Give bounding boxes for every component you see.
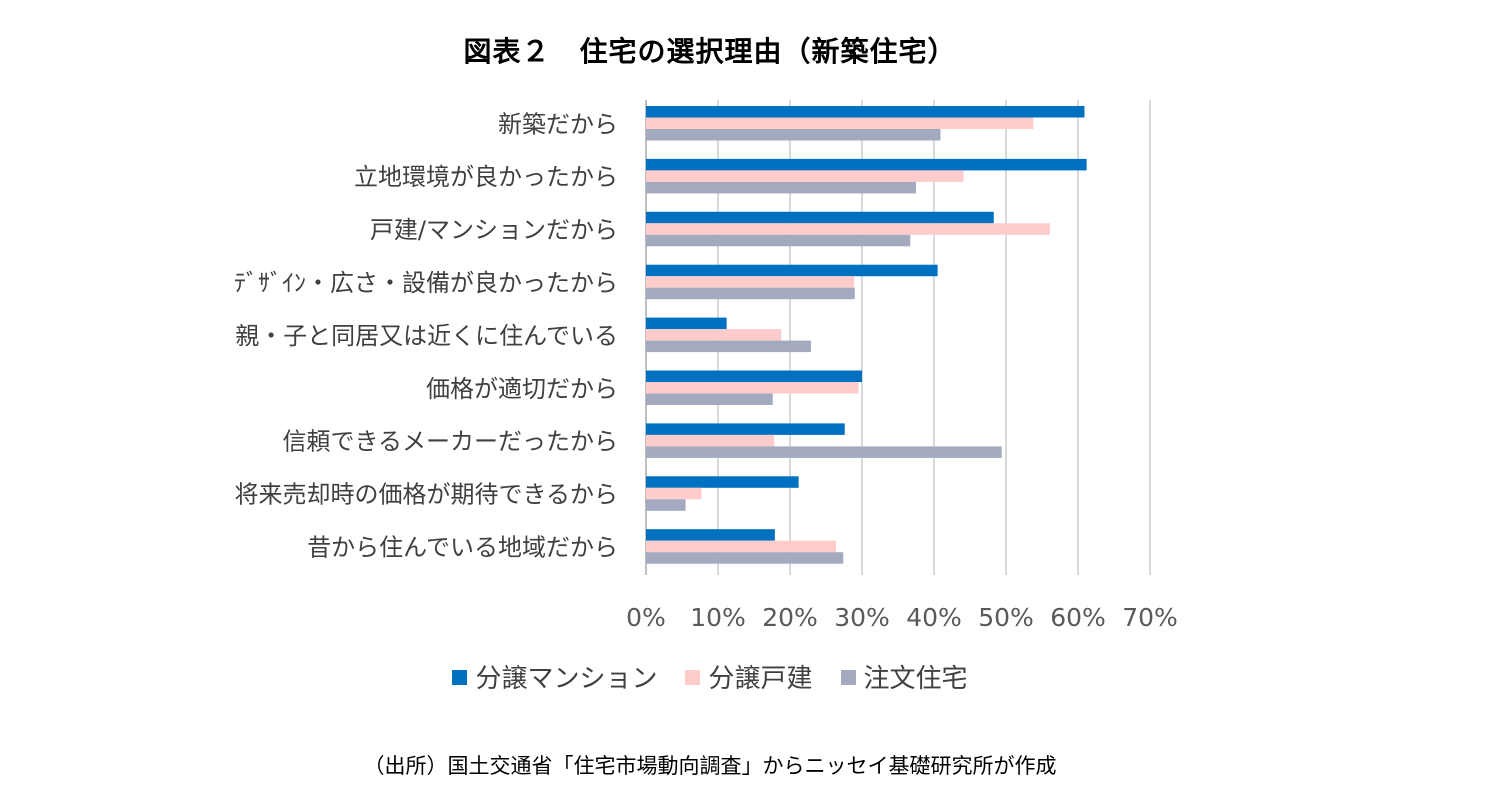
legend-item: 分譲マンション	[452, 658, 657, 695]
category-label: 戸建/マンションだから	[370, 216, 618, 244]
bar	[646, 393, 773, 405]
bar	[646, 106, 1085, 118]
bar	[646, 552, 844, 564]
bar	[646, 446, 1002, 458]
bar	[646, 276, 855, 288]
legend-swatch	[452, 670, 468, 685]
legend-item: 分譲戸建	[685, 658, 813, 695]
category-label: 昔から住んでいる地域だから	[307, 533, 618, 561]
bar	[646, 181, 916, 194]
bar	[646, 317, 727, 330]
legend-label: 分譲戸建	[708, 664, 813, 694]
x-tick-label: 10%	[690, 603, 746, 632]
bar	[646, 117, 1034, 129]
bar	[646, 370, 862, 382]
x-tick-label: 20%	[762, 603, 818, 632]
x-tick-label: 50%	[978, 603, 1034, 632]
bar	[646, 423, 845, 435]
x-tick-label: 40%	[906, 603, 962, 632]
bars	[646, 106, 1087, 564]
legend-item: 注文住宅	[840, 658, 968, 695]
x-tick-label: 70%	[1122, 603, 1178, 632]
legend-label: 分譲マンション	[475, 664, 658, 694]
bar	[646, 264, 938, 277]
bar	[646, 382, 859, 394]
bar	[646, 287, 855, 300]
bar	[646, 540, 837, 553]
legend: 分譲マンション 分譲戸建 注文住宅	[0, 658, 1420, 695]
bar	[646, 211, 994, 224]
source-note: （出所）国土交通省「住宅市場動向調査」からニッセイ基礎研究所が作成	[363, 754, 1057, 778]
category-label: ﾃﾞｻﾞｲﾝ・広さ・設備が良かったから	[234, 269, 618, 297]
bar	[646, 170, 964, 182]
bar	[646, 129, 941, 141]
x-tick-label: 60%	[1050, 603, 1106, 632]
bar	[646, 529, 775, 541]
x-tick-labels: 0% 10% 20% 30% 40% 50% 60% 70%	[626, 603, 1178, 632]
chart-title: 図表２ 住宅の選択理由（新築住宅）	[463, 35, 957, 68]
category-label: 立地環境が良かったから	[354, 163, 618, 191]
bar	[646, 158, 1087, 171]
bar	[646, 499, 686, 511]
bar	[646, 340, 811, 353]
bar	[646, 223, 1050, 235]
legend-swatch	[840, 670, 856, 685]
bar	[646, 434, 775, 447]
category-label: 信頼できるメーカーだったから	[282, 428, 618, 456]
x-tick-label: 30%	[834, 603, 890, 632]
legend-label: 注文住宅	[863, 664, 968, 694]
bar	[646, 329, 782, 341]
bar	[646, 487, 702, 500]
category-label: 将来売却時の価格が期待できるから	[234, 481, 618, 509]
category-label: 親・子と同居又は近くに住んでいる	[235, 322, 618, 350]
category-label: 価格が適切だから	[426, 375, 618, 403]
legend-swatch	[685, 670, 701, 685]
bar	[646, 234, 911, 247]
bar	[646, 476, 799, 488]
category-label: 新築だから	[498, 110, 618, 138]
x-tick-label: 0%	[626, 603, 666, 632]
